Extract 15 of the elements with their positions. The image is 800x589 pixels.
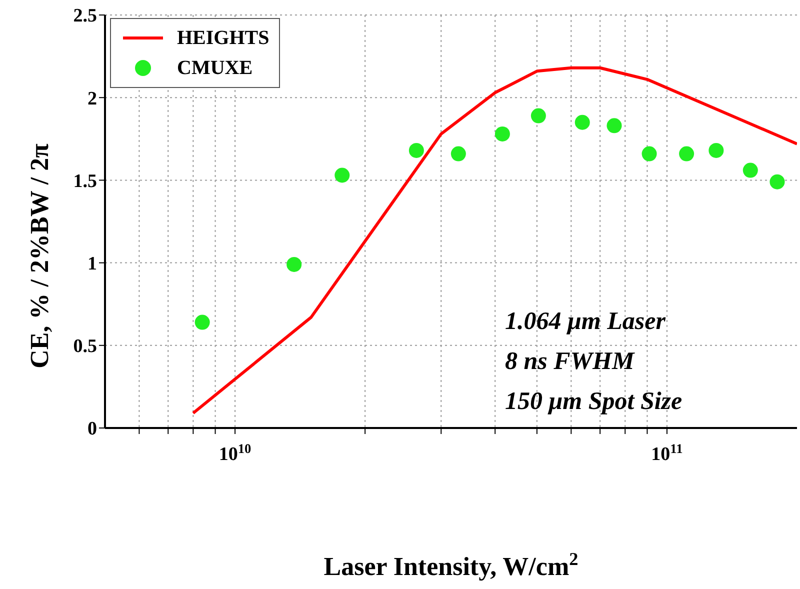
legend-label: CMUXE (177, 56, 253, 80)
y-tick-label: 0.5 (73, 336, 97, 358)
y-tick-label: 2.5 (73, 6, 97, 27)
legend-label: HEIGHTS (177, 26, 270, 50)
annotation: 1.064 μm Laser (505, 308, 666, 336)
x-tick-label: 10$^{10}$ (218, 440, 252, 465)
x-axis-title: Laser Intensity, W/cm$^{2}$ (324, 549, 578, 581)
y-axis-title: CE, % / 2%BW / 2π (25, 144, 54, 368)
x-tick-label: 10$^{11}$ (651, 440, 683, 465)
annotation: 8 ns FWHM (505, 348, 634, 376)
annotation: 150 μm Spot Size (505, 388, 682, 416)
y-tick-label: 2 (88, 88, 97, 110)
y-tick-label: 0 (88, 418, 97, 440)
y-tick-label: 1 (88, 254, 97, 275)
y-tick-label: 1.5 (73, 170, 97, 192)
